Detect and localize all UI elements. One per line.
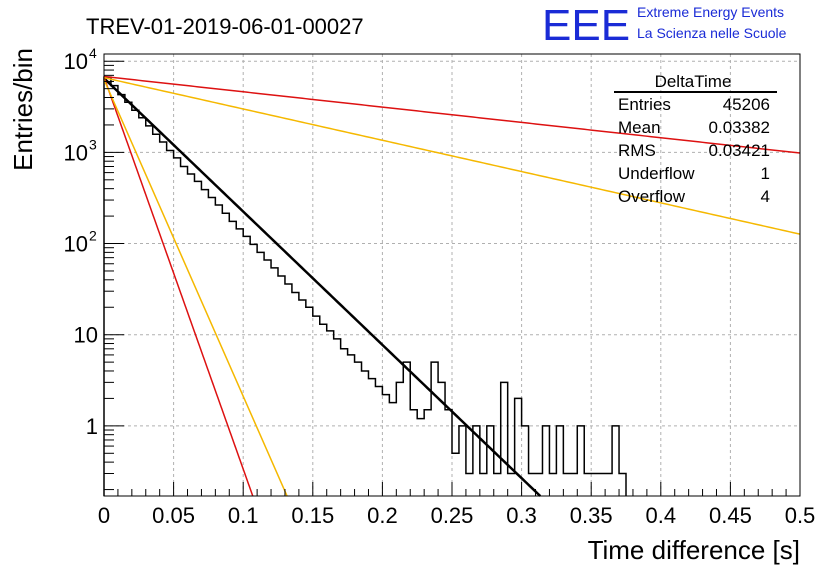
stats-label: Entries — [618, 95, 671, 114]
y-tick-label: 10 — [74, 323, 98, 348]
eee-logo: EEE — [542, 1, 630, 50]
x-tick-label: 0.2 — [367, 503, 398, 528]
stats-rows: Entries 45206 Mean 0.03382 RMS 0.03421 Underfl… — [618, 95, 770, 206]
fit-curves — [103, 75, 801, 497]
stats-value: 0.03382 — [709, 118, 770, 137]
run-title: TREV-01-2019-06-01-00027 — [86, 14, 364, 39]
x-tick-label: 0.5 — [785, 503, 816, 528]
x-tick-label: 0.1 — [228, 503, 259, 528]
x-tick-label: 0 — [98, 503, 110, 528]
stats-value: 4 — [761, 187, 770, 206]
fit-curve-2 — [103, 76, 254, 497]
stats-label: Overflow — [618, 187, 686, 206]
stats-label: Mean — [618, 118, 661, 137]
stats-value: 45206 — [723, 95, 770, 114]
x-tick-label: 0.3 — [506, 503, 537, 528]
y-tick-label: 10 — [64, 49, 88, 74]
stats-value: 0.03421 — [709, 141, 770, 160]
x-axis-label: Time difference [s] — [588, 535, 800, 565]
x-tick-label: 0.45 — [709, 503, 752, 528]
stats-title: DeltaTime — [655, 72, 732, 91]
fit-curve-5 — [103, 76, 801, 235]
project-name: Extreme Energy Events — [637, 4, 784, 20]
project-subtitle: La Scienza nelle Scuole — [637, 25, 787, 41]
plot-frame — [103, 53, 801, 497]
y-tick-exponent: 3 — [89, 136, 97, 152]
fit-curve-3 — [103, 79, 288, 497]
stats-value: 1 — [761, 164, 770, 183]
histogram — [103, 76, 627, 496]
y-tick-exponent: 4 — [89, 45, 97, 61]
x-tick-label: 0.4 — [646, 503, 677, 528]
stats-box: DeltaTime Entries 45206 Mean 0.03382 RMS 0.03… — [614, 72, 777, 206]
x-tick-label: 0.35 — [570, 503, 613, 528]
fit-curve-4 — [103, 75, 801, 154]
fit-curve-1 — [103, 77, 542, 497]
y-tick-label: 10 — [64, 232, 88, 257]
y-tick-label: 10 — [64, 140, 88, 165]
grid — [104, 54, 800, 496]
y-tick-label: 1 — [86, 414, 98, 439]
x-tick-label: 0.25 — [431, 503, 474, 528]
axes: 0 0.05 0.1 0.15 0.2 0.25 0.3 0.35 0.4 0.45 0.510 41… — [64, 45, 816, 528]
y-tick-exponent: 2 — [89, 228, 97, 244]
stats-label: Underflow — [618, 164, 695, 183]
y-axis-label: Entries/bin — [8, 48, 38, 171]
x-tick-label: 0.15 — [291, 503, 334, 528]
x-tick-label: 0.05 — [152, 503, 195, 528]
stats-label: RMS — [618, 141, 656, 160]
histogram-outline — [103, 76, 627, 496]
